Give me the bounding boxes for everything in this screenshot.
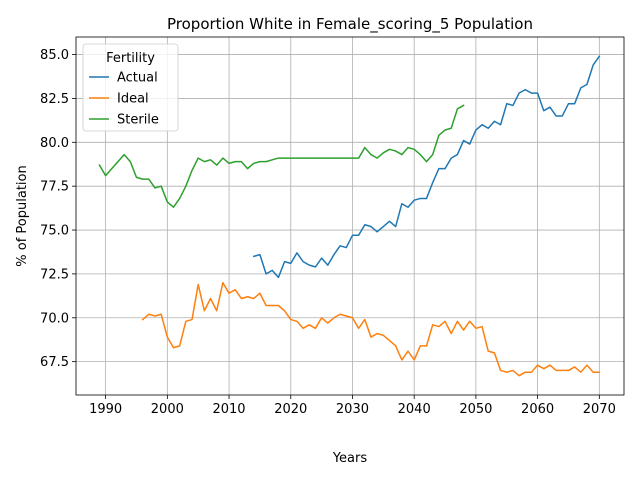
legend-label-sterile: Sterile (117, 113, 159, 128)
axis-ticks: 1990 2000 2010 2020 2030 2040 2050 2060 2070 67.5… (40, 48, 616, 417)
y-tick-label: 75.0 (40, 224, 69, 239)
x-tick-label: 2070 (583, 402, 616, 417)
y-tick-label: 85.0 (40, 48, 69, 63)
x-tick-label: 2040 (398, 402, 431, 417)
x-axis-label: Years (332, 451, 368, 466)
y-axis-label: % of Population (15, 165, 30, 266)
legend-items: Actual Ideal Sterile (89, 71, 159, 128)
series-line-ideal (141, 281, 601, 377)
x-tick-label: 1990 (89, 402, 122, 417)
series-line-actual (252, 55, 601, 279)
y-tick-label: 67.5 (40, 355, 69, 370)
plot-frame (75, 36, 625, 396)
x-tick-label: 2060 (521, 402, 554, 417)
y-tick-label: 72.5 (40, 267, 69, 282)
legend-box (82, 43, 179, 132)
y-tick-label: 77.5 (40, 180, 69, 195)
series-lines (98, 55, 601, 377)
legend: Fertility Actual Ideal Sterile (82, 43, 179, 132)
series-line-sterile (98, 104, 465, 208)
chart-title: Proportion White in Female_scoring_5 Pop… (167, 15, 533, 34)
x-tick-label: 2000 (151, 402, 184, 417)
legend-title: Fertility (106, 51, 155, 66)
y-tick-label: 70.0 (40, 311, 69, 326)
legend-label-ideal: Ideal (117, 92, 149, 107)
x-tick-label: 2010 (212, 402, 245, 417)
y-tick-label: 80.0 (40, 136, 69, 151)
x-tick-label: 2030 (336, 402, 369, 417)
y-tick-label: 82.5 (40, 92, 69, 107)
x-tick-label: 2050 (459, 402, 492, 417)
x-tick-label: 2020 (274, 402, 307, 417)
legend-label-actual: Actual (117, 71, 158, 86)
